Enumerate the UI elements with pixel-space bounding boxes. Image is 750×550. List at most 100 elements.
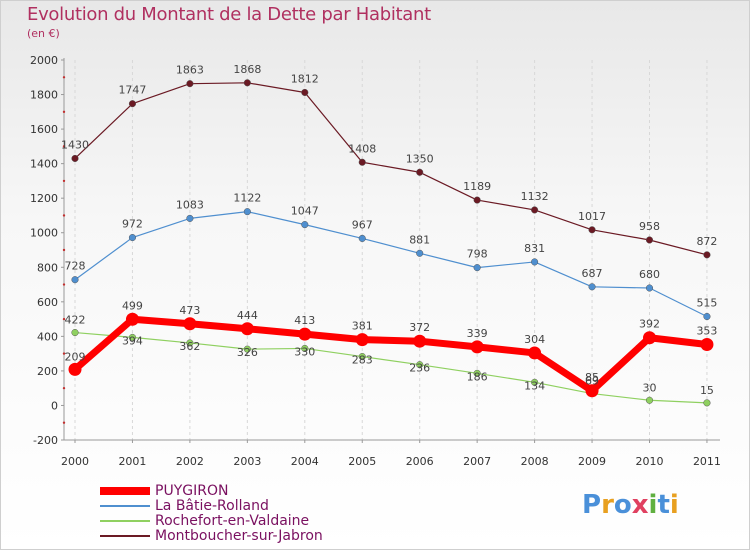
data-point bbox=[243, 79, 251, 87]
data-label: 1863 bbox=[176, 64, 204, 77]
data-point bbox=[531, 378, 539, 386]
x-tick-label: 2001 bbox=[118, 455, 146, 468]
logo-letter: i bbox=[669, 490, 679, 520]
data-point bbox=[703, 399, 711, 407]
logo-letter: P bbox=[582, 490, 602, 520]
data-point bbox=[473, 264, 481, 272]
data-label: 473 bbox=[179, 304, 200, 317]
data-point bbox=[301, 88, 309, 97]
data-label: 680 bbox=[639, 268, 660, 281]
data-point bbox=[68, 362, 82, 376]
data-label: 1132 bbox=[521, 190, 549, 203]
data-point bbox=[298, 327, 312, 341]
legend-swatch bbox=[100, 487, 150, 495]
data-point bbox=[413, 334, 427, 348]
data-label: 1189 bbox=[463, 180, 491, 193]
data-label: 798 bbox=[467, 248, 488, 261]
data-point bbox=[643, 331, 656, 345]
data-point bbox=[473, 369, 481, 377]
data-point bbox=[703, 312, 711, 321]
data-label: 831 bbox=[524, 242, 545, 255]
data-label: 362 bbox=[179, 340, 200, 353]
data-label: 1047 bbox=[291, 205, 319, 218]
legend-label: Rochefort-en-Valdaine bbox=[155, 513, 310, 529]
data-point bbox=[128, 333, 136, 341]
data-label: 1017 bbox=[578, 210, 606, 223]
logo-letter: t bbox=[657, 490, 670, 520]
data-label: 236 bbox=[409, 362, 430, 375]
data-label: 134 bbox=[524, 379, 545, 392]
data-point bbox=[416, 168, 424, 176]
x-tick-label: 2006 bbox=[406, 455, 434, 468]
data-point bbox=[470, 340, 484, 354]
data-point bbox=[301, 344, 309, 353]
logo-letter: i bbox=[648, 490, 658, 520]
y-tick-label: 1600 bbox=[30, 123, 58, 136]
data-label: 1868 bbox=[233, 63, 261, 76]
data-point bbox=[585, 384, 599, 398]
y-minor-tick bbox=[62, 386, 66, 390]
x-tick-label: 2004 bbox=[291, 455, 319, 468]
data-point bbox=[416, 249, 424, 257]
data-point bbox=[358, 158, 366, 166]
y-minor-tick bbox=[62, 145, 66, 148]
data-label: 1747 bbox=[118, 84, 146, 97]
data-label: 1083 bbox=[176, 198, 204, 211]
data-label: 444 bbox=[237, 309, 258, 322]
data-label: 515 bbox=[696, 297, 717, 310]
data-label: 422 bbox=[65, 314, 86, 327]
x-tick-label: 2002 bbox=[176, 455, 204, 468]
data-label: 1812 bbox=[291, 72, 319, 85]
legend-swatch bbox=[100, 535, 150, 537]
legend-label: La Bâtie-Rolland bbox=[155, 498, 269, 514]
legend-label: Montboucher-sur-Jabron bbox=[155, 528, 323, 544]
data-label: 353 bbox=[696, 324, 717, 337]
x-tick-label: 2003 bbox=[233, 455, 261, 468]
data-point bbox=[645, 236, 654, 244]
data-point bbox=[71, 329, 79, 337]
data-point bbox=[186, 339, 194, 347]
x-tick-label: 2011 bbox=[693, 455, 721, 468]
data-point bbox=[71, 154, 79, 163]
logo-letter: x bbox=[631, 490, 649, 520]
y-tick-label: 1200 bbox=[30, 192, 58, 205]
series-line bbox=[72, 315, 708, 395]
data-label: 339 bbox=[467, 327, 488, 340]
series-line bbox=[74, 82, 708, 256]
data-label: 728 bbox=[65, 260, 86, 273]
y-minor-tick bbox=[62, 76, 66, 79]
y-minor-tick bbox=[62, 421, 66, 424]
data-point bbox=[128, 234, 136, 242]
data-label: 413 bbox=[294, 314, 315, 327]
data-point bbox=[645, 284, 654, 292]
y-tick-label: 1000 bbox=[30, 227, 58, 240]
y-tick-label: 200 bbox=[37, 365, 58, 378]
data-label: 967 bbox=[352, 218, 373, 231]
data-label: 394 bbox=[122, 334, 143, 347]
y-minor-tick bbox=[62, 179, 66, 183]
data-label: 15 bbox=[700, 384, 714, 397]
data-point bbox=[700, 337, 714, 351]
y-tick-label: 800 bbox=[37, 261, 58, 274]
proxiti-logo: Proxiti bbox=[582, 490, 679, 520]
data-point bbox=[703, 251, 711, 259]
y-tick-label: 1400 bbox=[30, 158, 58, 171]
data-point bbox=[358, 234, 366, 242]
data-point bbox=[416, 361, 424, 369]
data-point bbox=[125, 312, 139, 326]
data-label: 209 bbox=[65, 350, 86, 363]
chart-title: Evolution du Montant de la Dette par Hab… bbox=[27, 4, 431, 25]
y-tick-label: -200 bbox=[33, 434, 58, 447]
data-label: 392 bbox=[639, 318, 660, 331]
data-label: 1408 bbox=[348, 142, 376, 155]
data-point bbox=[358, 353, 366, 361]
data-label: 687 bbox=[582, 267, 603, 280]
y-minor-tick bbox=[62, 110, 66, 114]
data-label: 972 bbox=[122, 218, 143, 231]
x-tick-label: 2009 bbox=[578, 455, 606, 468]
data-point bbox=[186, 80, 194, 88]
data-label: 30 bbox=[643, 381, 657, 394]
y-tick-label: 400 bbox=[37, 330, 58, 343]
data-point bbox=[183, 317, 197, 331]
